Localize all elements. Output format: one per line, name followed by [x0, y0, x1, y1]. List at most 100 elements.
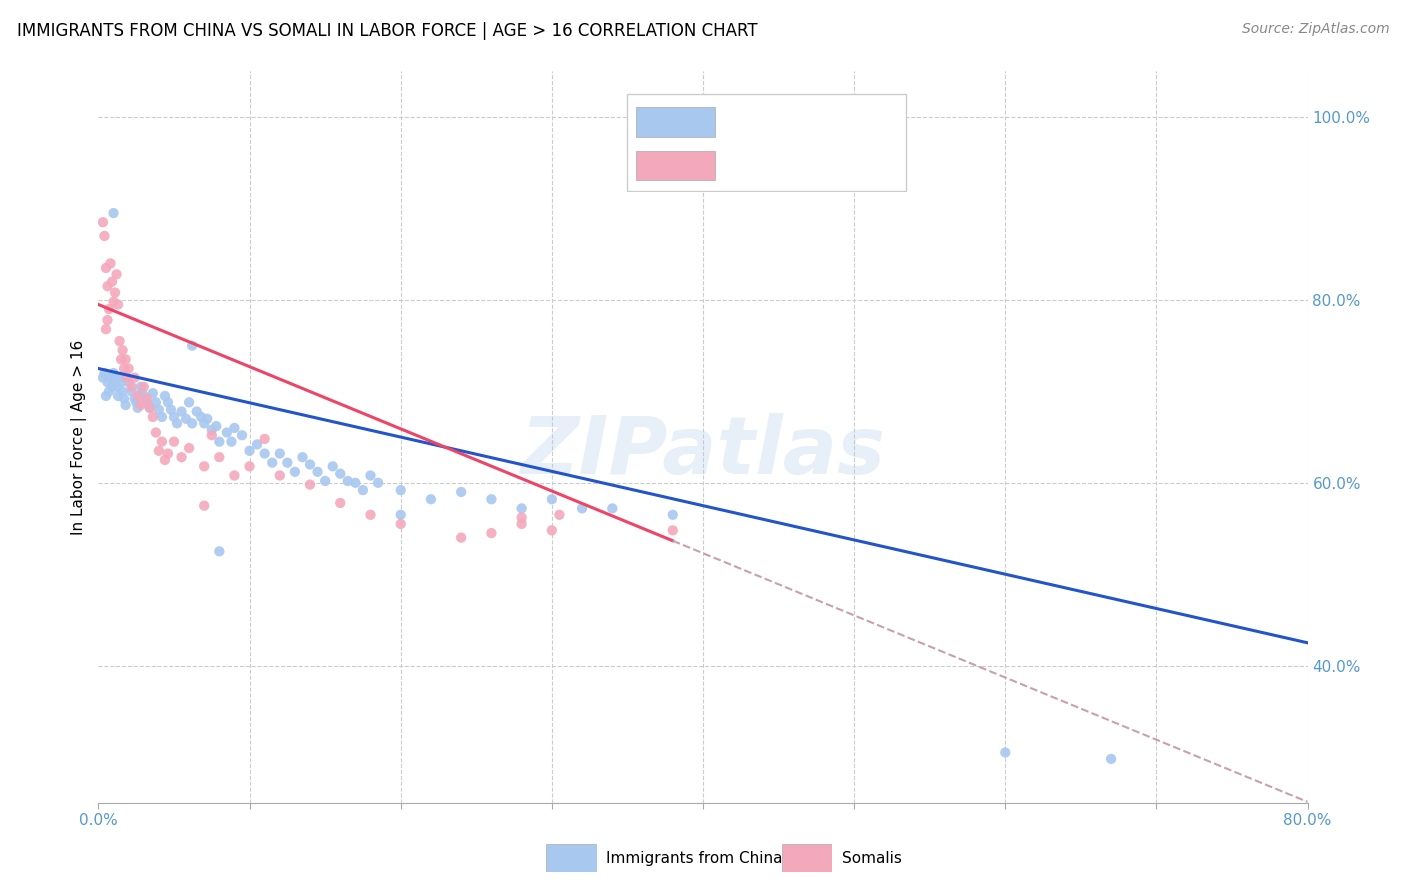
Point [135, 392, 157, 406]
Point [148, 443, 170, 458]
Point [481, 492, 503, 507]
Point [111, 343, 134, 358]
Point [540, 492, 562, 507]
Point [105, 380, 128, 394]
Point [170, 404, 193, 418]
Point [103, 206, 125, 220]
Point [135, 395, 157, 409]
Point [131, 386, 153, 401]
Point [193, 499, 215, 513]
Point [100, 256, 122, 270]
Point [145, 395, 167, 409]
Point [661, 508, 683, 522]
Point [208, 450, 231, 465]
Point [994, 746, 1017, 760]
Point [98, 384, 121, 399]
Point [153, 453, 176, 467]
Point [420, 492, 443, 507]
Text: ZIPatlas: ZIPatlas [520, 413, 886, 491]
Point [190, 409, 212, 424]
Point [125, 395, 148, 409]
Point [602, 501, 624, 516]
Point [510, 510, 533, 524]
Point [132, 380, 155, 394]
Point [104, 370, 127, 384]
Point [94, 322, 117, 336]
Point [322, 459, 344, 474]
Point [129, 398, 152, 412]
Point [103, 366, 125, 380]
Point [246, 437, 269, 451]
Point [181, 417, 204, 431]
Point [284, 465, 307, 479]
Point [142, 409, 165, 424]
Point [262, 456, 284, 470]
Point [215, 425, 238, 440]
Point [156, 446, 179, 460]
Point [299, 477, 322, 491]
Point [389, 508, 412, 522]
Point [510, 516, 533, 531]
Text: Immigrants from China: Immigrants from China [606, 851, 783, 866]
Text: IMMIGRANTS FROM CHINA VS SOMALI IN LABOR FORCE | AGE > 16 CORRELATION CHART: IMMIGRANTS FROM CHINA VS SOMALI IN LABOR… [17, 22, 758, 40]
Point [186, 404, 208, 418]
Point [105, 268, 128, 282]
Point [93, 366, 115, 380]
Point [118, 376, 141, 390]
Point [179, 395, 201, 409]
Point [112, 361, 135, 376]
Point [100, 370, 122, 384]
Point [96, 279, 118, 293]
Point [115, 370, 138, 384]
Text: Somalis: Somalis [842, 851, 901, 866]
Point [103, 294, 125, 309]
Point [208, 434, 231, 449]
Point [150, 434, 173, 449]
Point [201, 423, 224, 437]
Point [510, 501, 533, 516]
Point [291, 450, 314, 465]
Point [367, 475, 389, 490]
Point [153, 389, 176, 403]
Point [231, 428, 253, 442]
Point [93, 228, 115, 243]
Point [101, 380, 124, 394]
Point [121, 384, 143, 399]
Point [239, 443, 262, 458]
Point [98, 301, 121, 317]
Point [111, 384, 134, 399]
Point [571, 501, 593, 516]
Point [205, 419, 228, 434]
Point [132, 389, 155, 403]
Point [360, 468, 382, 483]
Point [108, 370, 131, 384]
Point [121, 380, 143, 394]
Point [193, 417, 215, 431]
Point [329, 496, 352, 510]
Point [107, 297, 129, 311]
Point [181, 339, 204, 353]
Point [145, 425, 167, 440]
Point [142, 386, 165, 401]
Point [156, 395, 179, 409]
Point [548, 508, 571, 522]
Point [201, 428, 224, 442]
Point [174, 411, 197, 425]
Point [329, 467, 352, 481]
Point [160, 402, 183, 417]
Point [360, 508, 382, 522]
Point [115, 370, 138, 384]
Point [276, 456, 298, 470]
Point [253, 432, 276, 446]
Point [344, 475, 367, 490]
Point [127, 401, 149, 415]
Point [104, 285, 127, 300]
Point [139, 401, 162, 415]
Point [239, 459, 262, 474]
Point [166, 417, 188, 431]
Point [118, 361, 141, 376]
Point [150, 409, 173, 424]
Point [661, 524, 683, 538]
Point [253, 446, 276, 460]
Point [163, 434, 186, 449]
